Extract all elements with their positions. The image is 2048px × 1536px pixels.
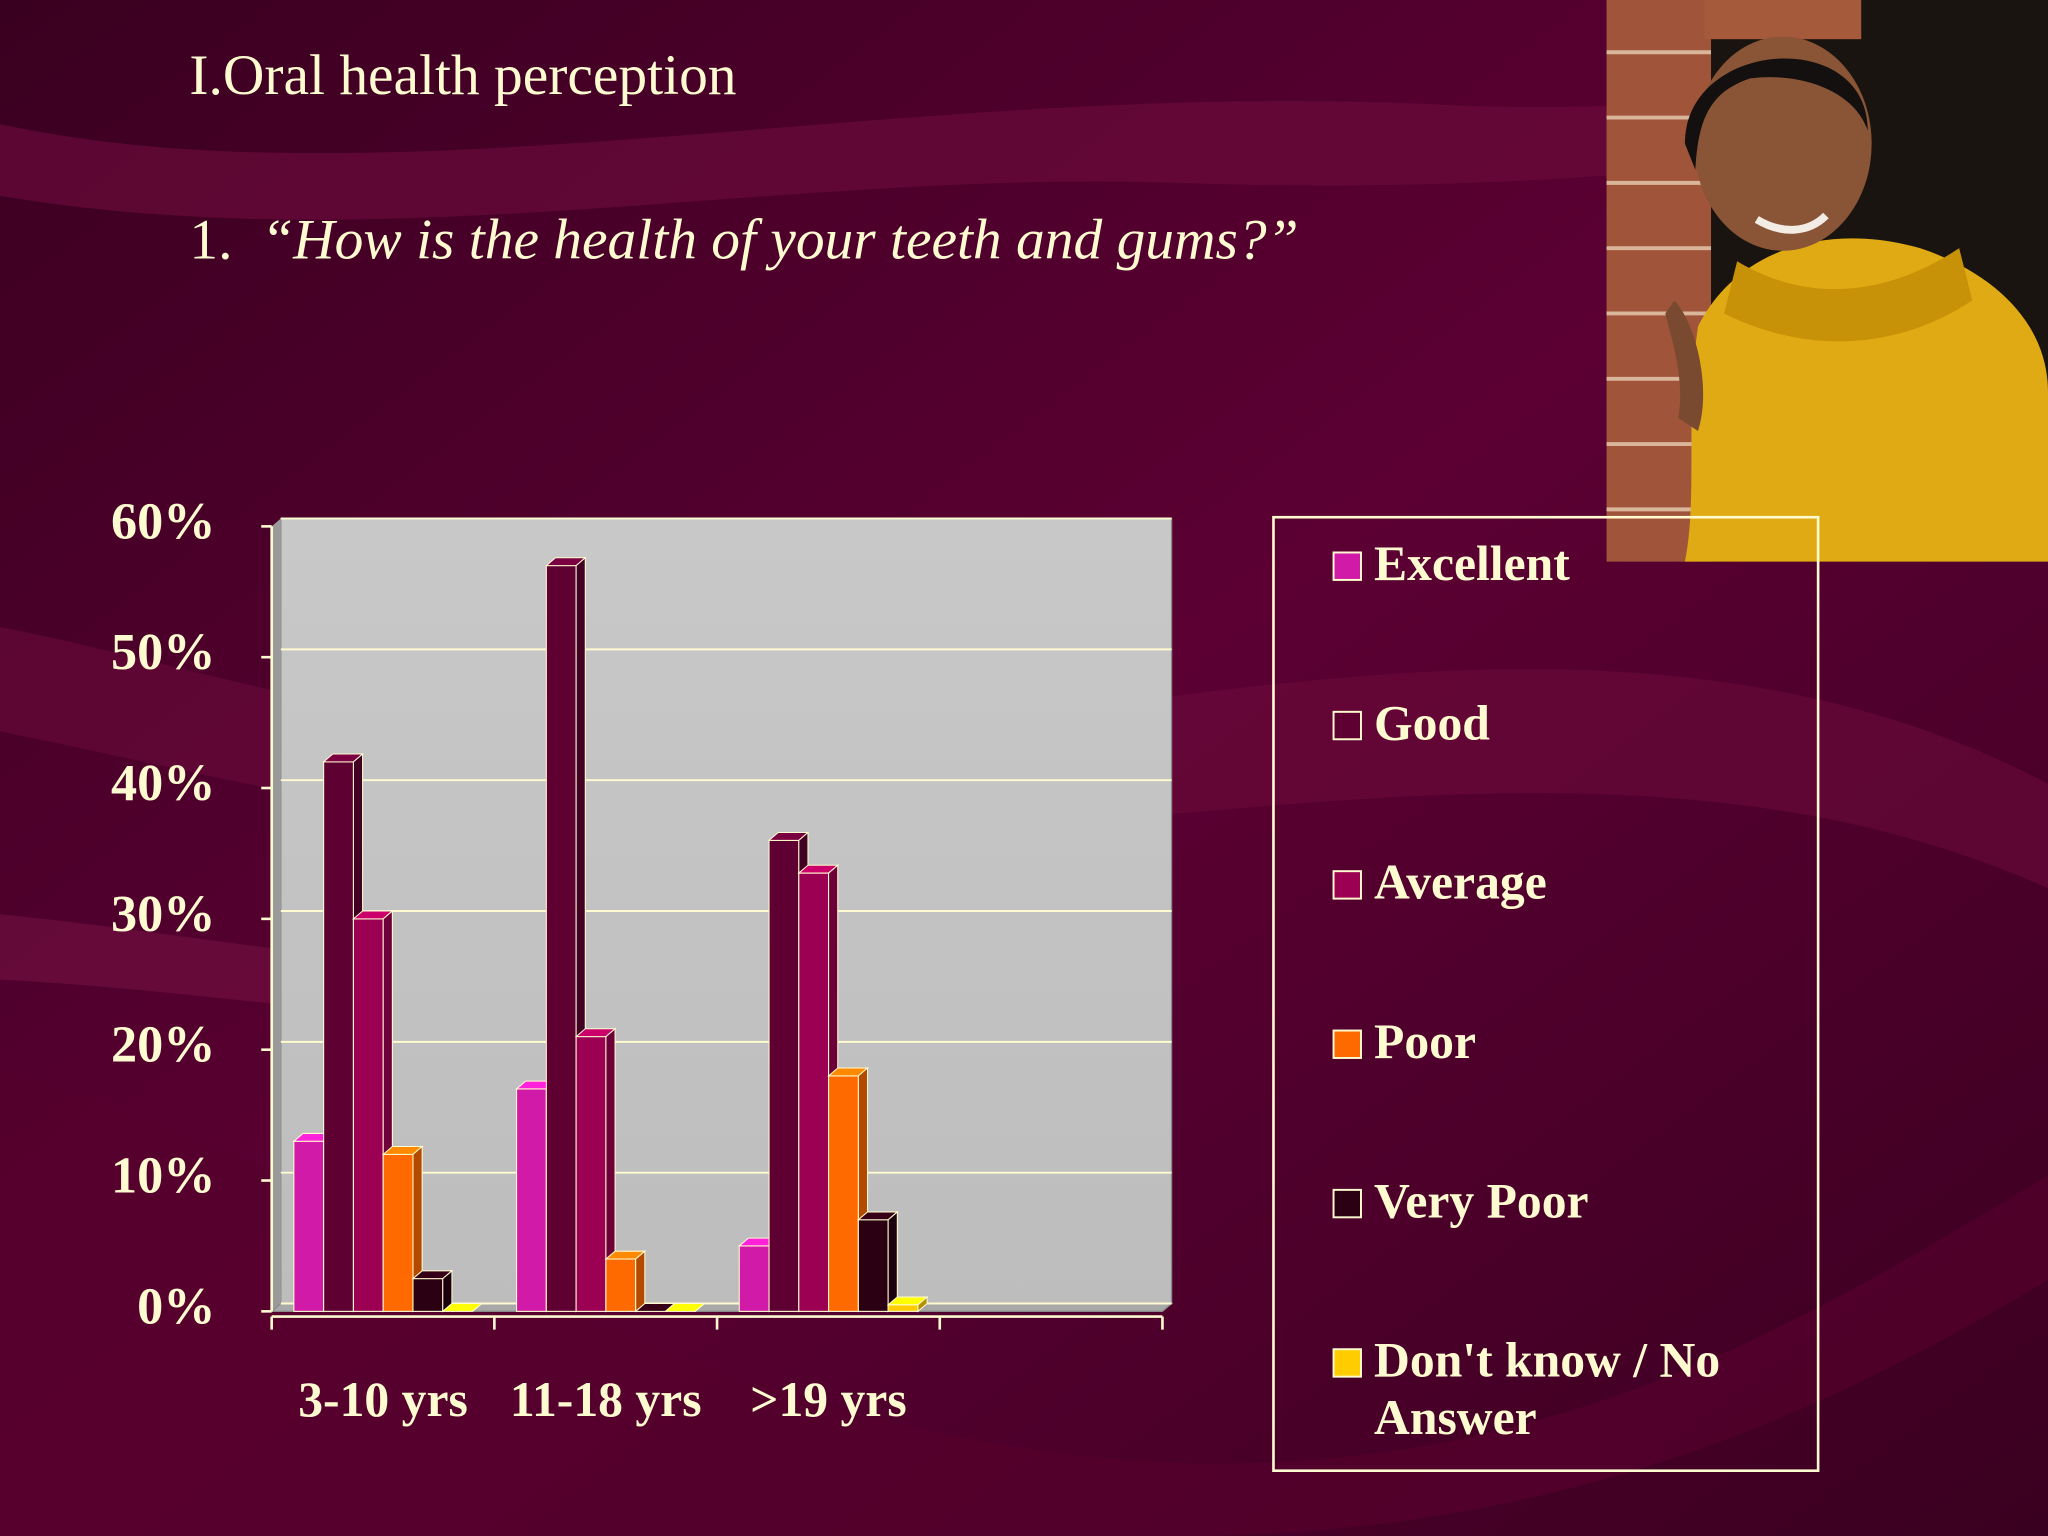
bar-front <box>768 839 800 1312</box>
y-tick-label: 60% <box>111 492 215 550</box>
y-tick-label: 0% <box>137 1277 215 1335</box>
bar-front <box>738 1245 770 1312</box>
bar-front <box>575 1036 607 1312</box>
legend-label-box: Very Poor <box>1374 1174 1589 1230</box>
bar-front <box>887 1304 919 1312</box>
bar <box>574 1027 617 1313</box>
y-tick-label: 40% <box>111 754 215 812</box>
bar <box>737 1236 780 1313</box>
legend-label-box: Don't know / No Answer <box>1374 1333 1721 1446</box>
legend-swatch <box>1332 551 1362 581</box>
bar-side <box>635 1250 646 1313</box>
bar-front <box>293 1140 325 1312</box>
legend-label: Don't know / No Answer <box>1374 1333 1721 1446</box>
bar-side <box>694 1303 705 1312</box>
bar <box>664 1302 706 1312</box>
legend-label-box: Poor <box>1374 1014 1477 1070</box>
legend-label-box: Good <box>1374 696 1490 752</box>
x-tick-label-box: 11-18 yrs <box>509 1372 702 1428</box>
bar-front <box>605 1258 637 1312</box>
legend-label: Good <box>1374 696 1490 752</box>
legend-label: Very Poor <box>1374 1174 1589 1230</box>
photo <box>1606 0 2048 562</box>
bar-side <box>472 1303 483 1312</box>
legend-box <box>1272 515 1820 1472</box>
slide-title: I.Oral health perception <box>189 44 736 107</box>
y-tick-label: 30% <box>111 885 215 943</box>
y-tick-label: 10% <box>111 1147 215 1205</box>
bar <box>856 1210 899 1313</box>
y-tick-label: 20% <box>111 1016 215 1074</box>
y-tick-label: 50% <box>111 623 215 681</box>
legend-swatch <box>1332 870 1362 900</box>
question: “How is the health of your teeth and gum… <box>261 209 1298 272</box>
bar-front <box>323 761 354 1312</box>
x-tick-label: 11-18 yrs <box>509 1372 702 1428</box>
legend-swatch <box>1332 1348 1362 1378</box>
bar-front <box>382 1153 414 1312</box>
plot-side-wall <box>271 518 281 1312</box>
x-tick-label-box: >19 yrs <box>750 1372 907 1428</box>
legend-swatch <box>1332 710 1362 741</box>
bar-front <box>516 1088 547 1312</box>
bar-side <box>887 1210 898 1313</box>
bar-front <box>412 1278 444 1312</box>
bar-front <box>352 918 384 1312</box>
wave <box>0 1071 2048 1536</box>
bar <box>441 1302 484 1312</box>
bar-front <box>857 1219 889 1312</box>
bar-front <box>828 1075 859 1312</box>
wave <box>0 52 2048 220</box>
x-tick-label: 3-10 yrs <box>298 1372 468 1428</box>
bar <box>411 1269 454 1313</box>
bar-front <box>545 565 577 1312</box>
legend-label-box: Average <box>1374 855 1547 911</box>
x-tick-label-box: 3-10 yrs <box>298 1372 468 1428</box>
bar <box>604 1250 647 1313</box>
legend-label: Average <box>1374 855 1547 911</box>
legend-swatch <box>1332 1188 1362 1219</box>
x-tick-label: >19 yrs <box>750 1372 907 1428</box>
bar-front <box>798 872 830 1312</box>
legend-label: Excellent <box>1374 536 1570 592</box>
bar <box>886 1295 929 1313</box>
bar <box>381 1145 424 1313</box>
bar-side <box>917 1295 928 1313</box>
question-number: 1. <box>189 209 232 272</box>
legend-label: Poor <box>1374 1014 1477 1070</box>
legend-label-box: Excellent <box>1374 536 1570 592</box>
legend-swatch <box>1332 1029 1362 1059</box>
